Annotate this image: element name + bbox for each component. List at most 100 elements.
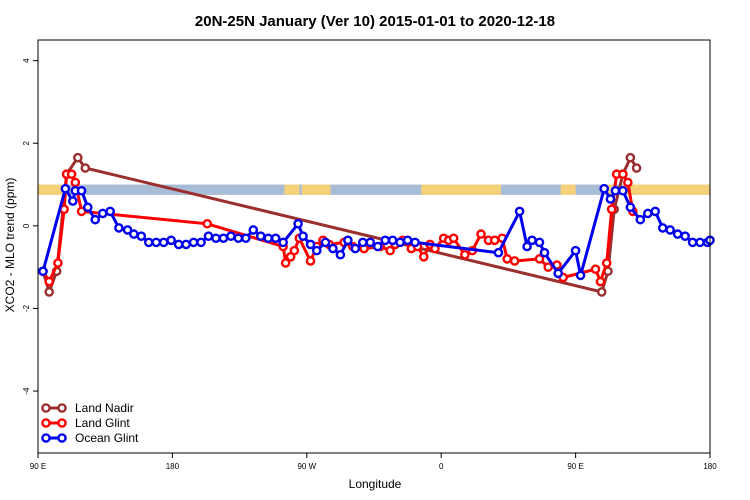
series-ocean-glint [38, 183, 715, 281]
data-point [122, 225, 133, 235]
data-point [60, 183, 71, 194]
data-point [151, 237, 162, 248]
data-point [76, 206, 87, 217]
data-point [298, 231, 308, 241]
data-point [509, 256, 520, 266]
land-band-segment [38, 184, 68, 195]
ocean-band [38, 184, 710, 195]
x-tick-label: 180 [166, 462, 180, 471]
data-point [476, 229, 486, 239]
legend-marker [57, 403, 67, 413]
legend-marker [57, 433, 67, 443]
data-point [387, 235, 398, 246]
data-point [534, 254, 545, 264]
x-tick-label: 0 [439, 462, 444, 471]
data-point [575, 270, 586, 281]
legend-label: Land Nadir [75, 401, 134, 415]
legend-marker [41, 418, 51, 428]
data-point [543, 262, 554, 272]
plot-area: 90 E 180 90 W 0 90 E 180 -4 -2 0 2 4 Land NadirLand… [22, 39, 717, 471]
x-tick-label: 90 W [297, 462, 316, 471]
data-point [263, 233, 274, 244]
data-point [105, 206, 115, 217]
data-point [596, 287, 607, 297]
data-point [241, 233, 251, 244]
data-point [590, 264, 601, 275]
data-point [305, 256, 316, 266]
y-tick-label: -4 [22, 387, 31, 395]
data-point [372, 241, 383, 252]
data-point [527, 235, 537, 246]
y-tick-label: 0 [22, 223, 31, 228]
data-point [625, 202, 636, 213]
legend-marker [41, 433, 51, 443]
data-point [599, 183, 610, 194]
data-point [44, 287, 55, 297]
legend-marker [57, 418, 67, 428]
land-band-segment [560, 184, 576, 195]
data-point [448, 233, 459, 244]
data-point [605, 194, 616, 204]
data-point [665, 225, 675, 235]
x-axis-label: Longitude [349, 477, 402, 491]
land-band-segment [605, 184, 613, 195]
data-point [270, 233, 281, 244]
data-point [158, 237, 169, 248]
data-point [44, 276, 55, 287]
data-point [357, 237, 368, 248]
data-point [289, 245, 300, 256]
data-point [385, 245, 395, 256]
data-point [672, 229, 683, 239]
legend-label: Ocean Glint [75, 431, 139, 445]
data-point [211, 233, 221, 244]
data-point [493, 247, 504, 258]
data-point [320, 237, 331, 248]
x-tick-label: 90 E [567, 462, 583, 471]
data-point [657, 223, 668, 233]
data-point [68, 196, 78, 206]
data-point [53, 258, 63, 268]
data-point [618, 185, 628, 196]
y-tick-label: 2 [22, 140, 31, 145]
data-point [418, 252, 429, 262]
data-point [489, 235, 500, 246]
data-point [642, 208, 653, 219]
data-point [70, 177, 81, 188]
data-point [248, 225, 259, 235]
data-point [618, 169, 628, 180]
data-point [380, 235, 391, 246]
data-point [610, 185, 621, 196]
data-point [343, 235, 353, 246]
data-point [502, 254, 512, 264]
chart-title: 20N-25N January (Ver 10) 2015-01-01 to 2… [195, 13, 555, 30]
data-point [226, 231, 236, 241]
data-point [553, 268, 563, 279]
legend-label: Land Glint [75, 416, 130, 430]
data-point [335, 249, 346, 260]
data-point [601, 258, 612, 268]
data-point [687, 237, 698, 248]
legend-marker [41, 403, 51, 413]
data-point [595, 276, 606, 287]
data-point [631, 163, 642, 173]
data-point [82, 202, 93, 213]
data-point [650, 206, 661, 217]
data-point [218, 233, 229, 244]
data-point [635, 214, 646, 225]
data-point [410, 237, 420, 248]
data-point [188, 237, 199, 248]
land-band-segment [421, 184, 501, 195]
data-point [66, 169, 77, 180]
land-band-segment [622, 184, 710, 195]
data-point [129, 229, 139, 239]
x-tick-label: 180 [703, 462, 717, 471]
data-point [114, 223, 124, 233]
y-tick-label: -2 [22, 304, 31, 312]
data-point [365, 237, 376, 248]
data-point [80, 163, 91, 173]
data-point [278, 237, 288, 248]
data-point [695, 237, 705, 248]
data-point [233, 233, 244, 244]
